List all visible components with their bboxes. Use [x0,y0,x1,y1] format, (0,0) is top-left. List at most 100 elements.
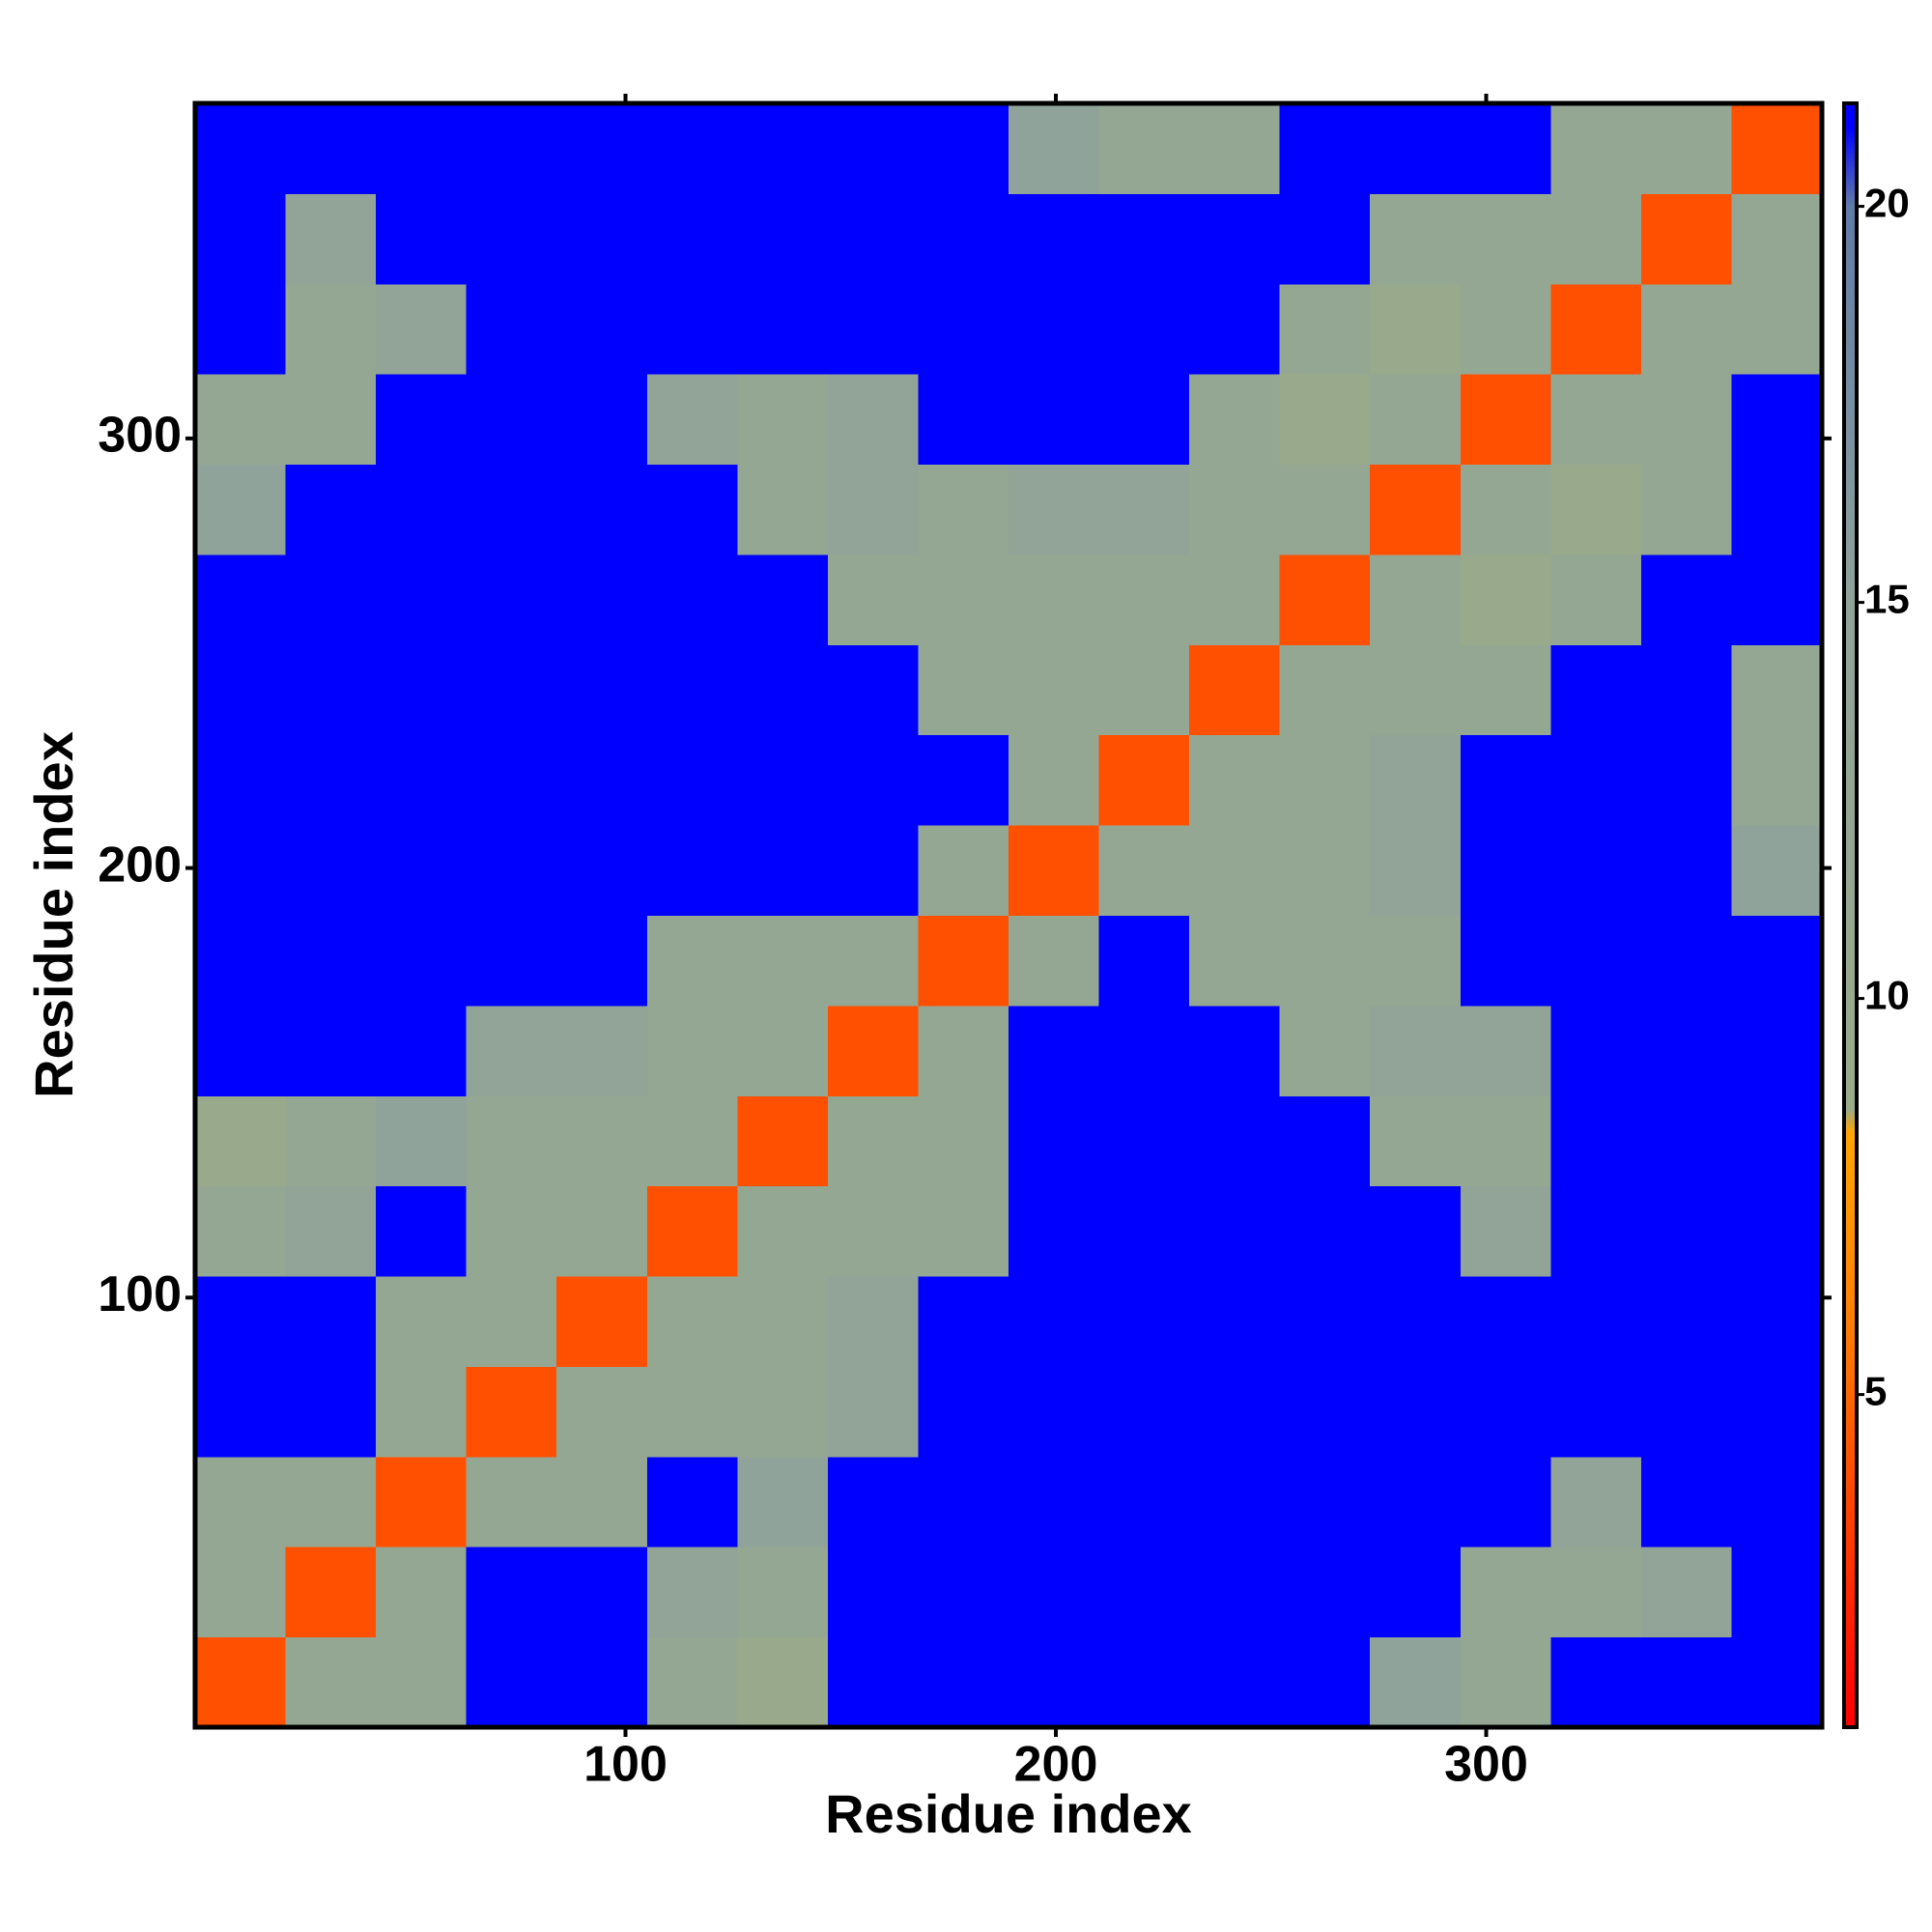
heatmap-cell [556,1005,648,1096]
heatmap-cell [918,1547,1009,1638]
heatmap-cell [1279,283,1371,375]
heatmap-cell [1189,1636,1281,1728]
heatmap-cell [1279,374,1371,466]
heatmap-cell [195,193,287,285]
heatmap-cell [195,1185,287,1277]
heatmap-cell [195,1456,287,1548]
heatmap-cell [376,103,468,194]
heatmap-cell [1460,1276,1551,1367]
heatmap-cell [737,283,829,375]
heatmap-cell [1279,1636,1371,1728]
heatmap-cell [918,193,1009,285]
heatmap-cell [1189,464,1281,555]
heatmap-cell [466,374,557,466]
heatmap-cell [1189,374,1281,466]
heatmap-cell [376,1456,468,1548]
heatmap-cell [1098,915,1190,1007]
heatmap-cell [918,1366,1009,1458]
heatmap-cell [1460,193,1551,285]
heatmap-cell [1550,1456,1642,1548]
heatmap-cell [1098,1636,1190,1728]
heatmap-cell [376,1005,468,1096]
heatmap-cell [1098,374,1190,466]
heatmap-cell [1640,193,1732,285]
heatmap-cell [827,1005,919,1096]
heatmap-cell [1189,1095,1281,1187]
heatmap-cell [285,1366,377,1458]
heatmap-cell [285,644,377,736]
heatmap-cell [1189,1185,1281,1277]
heatmap-cell [1550,374,1642,466]
heatmap-cell [737,644,829,736]
heatmap-cell [1279,1547,1371,1638]
heatmap-cell [195,915,287,1007]
heatmap-cell [1009,374,1100,466]
heatmap-cell [556,283,648,375]
heatmap-cell [1640,1456,1732,1548]
heatmap-cell [827,1636,919,1728]
heatmap-cell [285,554,377,645]
heatmap-cell [556,1456,648,1548]
heatmap-cell [376,1636,468,1728]
heatmap-cell [1640,734,1732,826]
heatmap-cell [1009,1185,1100,1277]
heatmap-cell [1640,554,1732,645]
heatmap-cell [1009,915,1100,1007]
heatmap-cell [1009,1276,1100,1367]
heatmap-cell [1731,1547,1823,1638]
heatmap-cell [1189,644,1281,736]
heatmap-cell [1731,1095,1823,1187]
heatmap-cell [827,1185,919,1277]
heatmap-cell [466,644,557,736]
heatmap-cell [1009,1547,1100,1638]
heatmap-cell [466,734,557,826]
heatmap-cell [1009,1095,1100,1187]
heatmap-cell [1098,1547,1190,1638]
heatmap-cell [1098,283,1190,375]
heatmap-cell [1550,734,1642,826]
heatmap-cell [1731,1366,1823,1458]
heatmap-cell [1550,825,1642,916]
heatmap-cell [646,1636,738,1728]
heatmap-cell [285,193,377,285]
heatmap-cell [1189,193,1281,285]
heatmap-cell [285,1185,377,1277]
heatmap-cell [1731,644,1823,736]
heatmap-cell [827,1095,919,1187]
heatmap-cell [1460,1005,1551,1096]
heatmap-cell [918,734,1009,826]
heatmap-cell [1550,1547,1642,1638]
heatmap-cell [1460,283,1551,375]
heatmap-cell [556,103,648,194]
heatmap-cell [466,825,557,916]
heatmap-cell [1098,464,1190,555]
heatmap-cell [918,1276,1009,1367]
heatmap-cell [1370,1547,1462,1638]
heatmap-cell [556,1276,648,1367]
heatmap-cell [376,825,468,916]
heatmap-cell [1098,734,1190,826]
heatmap-cell [1731,734,1823,826]
heatmap-cell [195,1005,287,1096]
heatmap-cell [1640,1366,1732,1458]
heatmap-cell [646,1456,738,1548]
heatmap-cell [827,283,919,375]
heatmap-cell [1550,103,1642,194]
heatmap-cell [737,1095,829,1187]
heatmap-cell [827,103,919,194]
heatmap-cell [1098,554,1190,645]
heatmap-cell [466,1547,557,1638]
heatmap-cell [1279,1456,1371,1548]
heatmap-cell [918,554,1009,645]
heatmap-cell [1640,1276,1732,1367]
heatmap-cell [1640,1095,1732,1187]
heatmap-cell [1370,374,1462,466]
heatmap-cell [1460,1095,1551,1187]
heatmap-cell [737,825,829,916]
heatmap-cell [466,1636,557,1728]
heatmap-cell [737,1456,829,1548]
heatmap-cell [466,1456,557,1548]
heatmap-cell [737,193,829,285]
heatmap-cell [918,644,1009,736]
